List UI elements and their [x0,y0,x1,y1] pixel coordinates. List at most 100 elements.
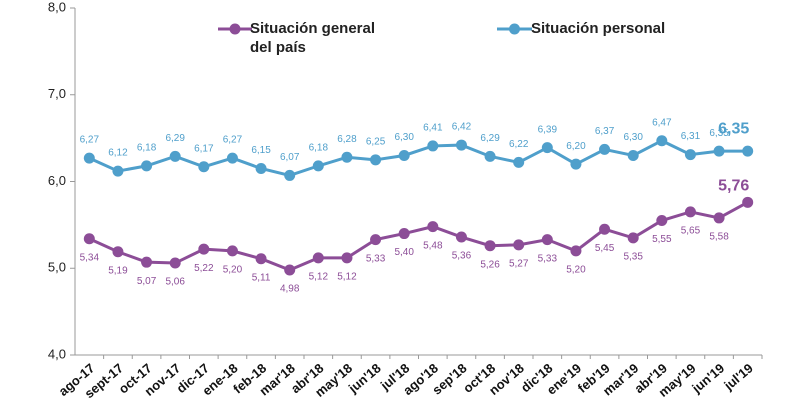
point [255,253,267,265]
data-label: 5,12 [309,271,329,282]
data-label: 5,20 [566,265,586,276]
point [312,252,324,264]
point [455,231,467,243]
point [541,234,553,246]
point [427,140,439,152]
point [198,161,210,173]
point [599,223,611,235]
point [370,234,382,246]
point [484,150,496,162]
data-label: 6,07 [280,152,300,163]
legend-marker [509,23,520,35]
point [284,264,296,276]
y-tick-label: 6,0 [48,173,66,188]
point [398,149,410,161]
data-label: 6,39 [538,124,558,135]
data-label: 5,19 [108,265,128,276]
point [370,154,382,166]
point [169,257,181,269]
point [742,145,754,157]
data-label: 5,07 [137,276,157,287]
data-label: 6,41 [423,123,443,134]
data-label: 6,35 [718,120,749,137]
data-label: 6,37 [595,126,615,137]
data-label: 5,58 [709,232,729,243]
point [255,162,267,174]
data-label: 6,42 [452,122,472,133]
x-tick-label: jun'19 [688,360,727,396]
y-tick-label: 8,0 [48,0,66,14]
data-label: 6,30 [623,132,643,143]
data-label: 6,31 [681,131,701,142]
line [88,139,748,177]
point [656,135,668,147]
point [684,206,696,218]
legend-label: Situación general del país [250,20,376,56]
point [513,239,525,251]
x-tick-label: jun'18 [345,360,384,396]
point [599,143,611,155]
point [541,142,553,154]
data-label: 4,98 [280,284,300,295]
data-label: 5,65 [681,226,701,237]
data-label: 5,06 [165,277,185,288]
point [455,139,467,151]
y-tick-label: 5,0 [48,260,66,275]
data-label: 6,28 [337,134,357,145]
point [226,152,238,164]
data-label: 6,18 [137,143,157,154]
data-label: 5,45 [595,243,615,254]
data-label: 5,76 [718,178,749,195]
data-label: 5,33 [538,253,558,264]
point [684,149,696,161]
point [112,246,124,258]
data-label: 5,11 [252,272,271,283]
data-label: 6,30 [394,132,414,143]
data-label: 5,35 [623,252,643,263]
data-label: 6,25 [366,136,386,147]
data-label: 5,34 [80,252,100,263]
point [427,221,439,233]
data-label: 6,35 [709,128,729,139]
line [88,201,749,272]
data-label: 6,47 [652,117,672,128]
data-label: 5,22 [194,263,214,274]
point [112,165,124,177]
point [312,160,324,172]
point [742,196,754,208]
data-label: 5,27 [509,258,529,269]
point [627,232,639,244]
point [513,156,525,168]
point [83,233,95,245]
point [484,240,496,252]
point [570,245,582,257]
data-label: 6,12 [108,148,128,159]
point [341,151,353,163]
point [713,145,725,157]
data-label: 6,22 [509,139,529,150]
data-label: 6,18 [309,143,329,154]
data-label: 5,20 [223,265,243,276]
point [713,212,725,224]
data-label: 6,27 [80,135,100,146]
legend-marker [229,23,241,35]
point [141,256,153,268]
data-label: 6,29 [165,133,185,144]
data-label: 5,48 [423,240,443,251]
point [627,149,639,161]
point [570,158,582,170]
legend-label: Situación personal [531,20,666,37]
data-label: 6,17 [194,143,214,154]
data-label: 5,33 [366,253,386,264]
x-tick-label: jul'19 [720,360,755,393]
data-label: 5,55 [652,234,672,245]
data-label: 5,36 [452,251,472,262]
data-label: 6,29 [480,133,500,144]
point [198,243,210,255]
point [284,169,296,181]
data-label: 5,12 [337,271,357,282]
point [656,215,668,227]
y-tick-label: 4,0 [48,346,66,361]
